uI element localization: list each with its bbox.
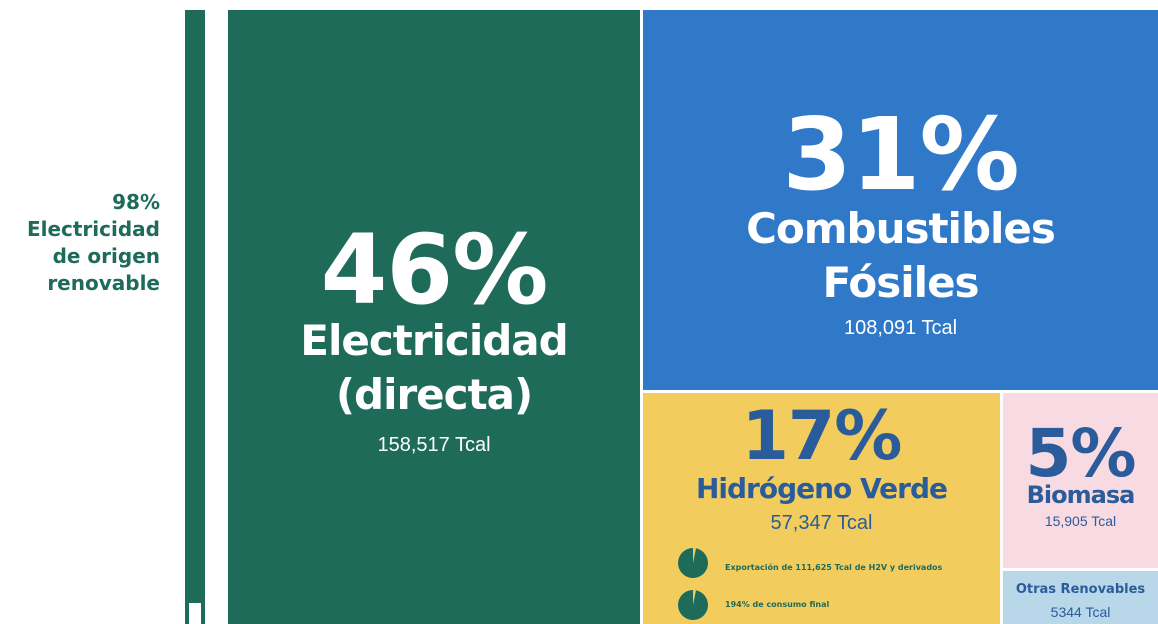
renewable-bar bbox=[185, 10, 205, 624]
biomasa-block: 5% Biomasa 15,905 Tcal bbox=[1003, 393, 1158, 568]
fosiles-block: 31% Combustibles Fósiles 108,091 Tcal bbox=[643, 10, 1158, 390]
label: Fósiles bbox=[822, 258, 979, 307]
electricidad-block: 46% Electricidad (directa) 158,517 Tcal bbox=[228, 10, 640, 624]
label: Hidrógeno Verde bbox=[695, 472, 948, 505]
pie-icon bbox=[678, 590, 708, 620]
hidrogeno-block: 17% Hidrógeno Verde 57,347 Tcal Exportac… bbox=[643, 393, 1000, 624]
side-line: renovable bbox=[47, 271, 160, 295]
note: 194% de consumo final bbox=[725, 600, 830, 609]
side-line: de origen bbox=[52, 244, 160, 268]
side-pct: 98% bbox=[112, 190, 160, 214]
otras-block: Otras Renovables 5344 Tcal bbox=[1003, 571, 1158, 624]
amount: 158,517 Tcal bbox=[377, 434, 491, 456]
amount: 5344 Tcal bbox=[1050, 604, 1111, 620]
pct: 5% bbox=[1025, 415, 1136, 492]
pct: 46% bbox=[320, 214, 549, 326]
amount: 57,347 Tcal bbox=[770, 512, 873, 534]
pct: 17% bbox=[741, 397, 903, 476]
side-line: Electricidad bbox=[26, 217, 160, 241]
amount: 15,905 Tcal bbox=[1044, 513, 1117, 529]
label: (directa) bbox=[335, 370, 533, 419]
amount: 108,091 Tcal bbox=[843, 317, 958, 339]
label: Biomasa bbox=[1026, 481, 1136, 509]
pie-icon bbox=[678, 548, 708, 578]
label: Otras Renovables bbox=[1015, 582, 1146, 597]
label: Electricidad bbox=[300, 316, 568, 365]
pct: 31% bbox=[782, 96, 1019, 213]
note: Exportación de 111,625 Tcal de H2V y der… bbox=[725, 563, 943, 572]
label: Combustibles bbox=[746, 204, 1056, 253]
renewable-gap bbox=[189, 603, 201, 624]
